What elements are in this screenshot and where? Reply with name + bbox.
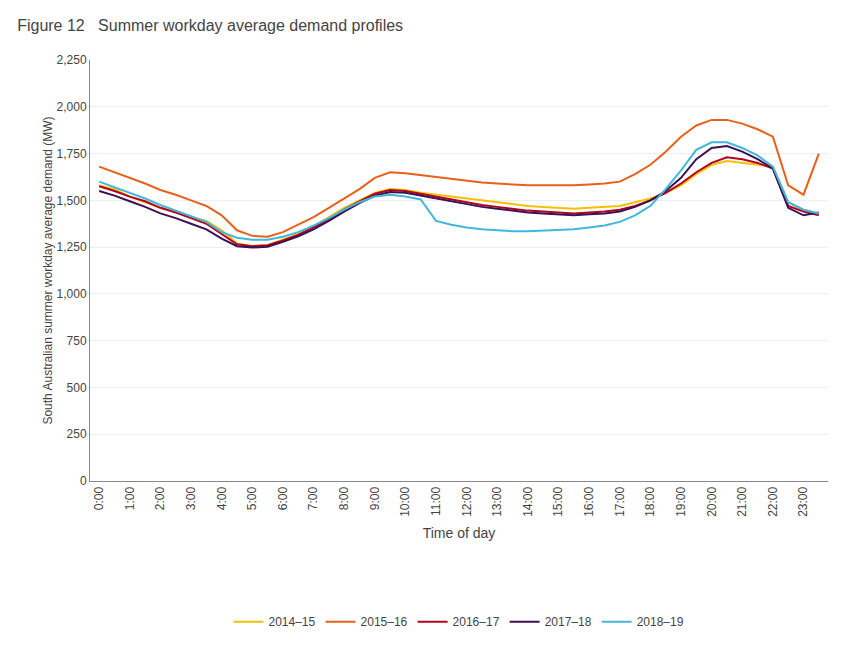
svg-text:2016–17: 2016–17: [453, 615, 500, 629]
svg-text:4:00: 4:00: [215, 486, 229, 510]
svg-text:0: 0: [80, 474, 87, 488]
svg-text:500: 500: [67, 381, 87, 395]
svg-text:12:00: 12:00: [460, 486, 474, 516]
svg-text:22:00: 22:00: [766, 486, 780, 516]
svg-text:7:00: 7:00: [306, 486, 320, 510]
svg-text:2,250: 2,250: [57, 53, 87, 67]
svg-text:1,750: 1,750: [57, 147, 87, 161]
svg-text:21:00: 21:00: [735, 486, 749, 516]
svg-text:11:00: 11:00: [429, 486, 443, 515]
svg-text:South Australian summer workda: South Australian summer workday average …: [41, 116, 55, 424]
svg-text:3:00: 3:00: [184, 486, 198, 510]
svg-text:2:00: 2:00: [153, 486, 167, 510]
svg-text:20:00: 20:00: [705, 486, 719, 516]
svg-text:1,250: 1,250: [57, 240, 87, 254]
svg-text:250: 250: [67, 427, 87, 441]
svg-text:2,000: 2,000: [57, 100, 87, 114]
svg-text:2015–16: 2015–16: [361, 615, 408, 629]
svg-text:0:00: 0:00: [92, 486, 106, 510]
svg-text:14:00: 14:00: [521, 486, 535, 516]
svg-text:8:00: 8:00: [337, 486, 351, 510]
svg-text:Time of day: Time of day: [423, 525, 496, 541]
svg-text:19:00: 19:00: [674, 486, 688, 516]
svg-text:5:00: 5:00: [245, 486, 259, 510]
svg-text:13:00: 13:00: [490, 486, 504, 516]
svg-text:16:00: 16:00: [582, 486, 596, 516]
svg-text:1:00: 1:00: [123, 486, 137, 510]
svg-text:17:00: 17:00: [613, 486, 627, 516]
svg-text:750: 750: [67, 334, 87, 348]
svg-text:18:00: 18:00: [643, 486, 657, 516]
svg-text:1,000: 1,000: [57, 287, 87, 301]
svg-text:15:00: 15:00: [551, 486, 565, 516]
svg-text:2018–19: 2018–19: [637, 615, 684, 629]
svg-text:6:00: 6:00: [276, 486, 290, 510]
svg-text:2017–18: 2017–18: [545, 615, 592, 629]
svg-text:Figure 12 Summer workday ave: Figure 12 Summer workday average demand …: [17, 17, 403, 34]
svg-text:23:00: 23:00: [796, 486, 810, 516]
svg-text:2014–15: 2014–15: [269, 615, 316, 629]
svg-text:1,500: 1,500: [57, 194, 87, 208]
svg-text:9:00: 9:00: [368, 486, 382, 510]
svg-text:10:00: 10:00: [398, 486, 412, 516]
